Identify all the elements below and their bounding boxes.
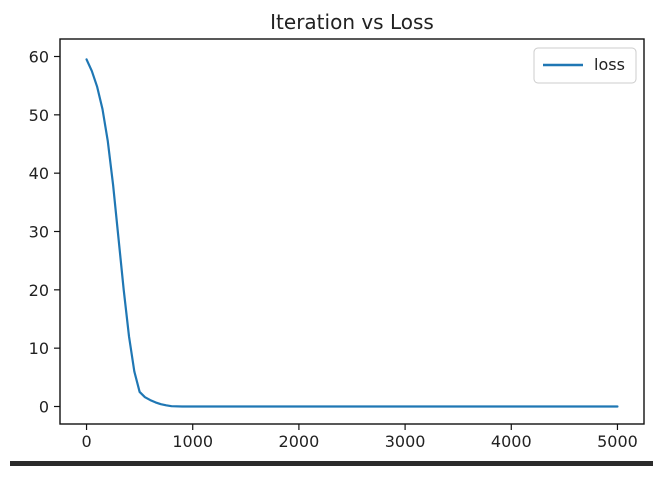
series-line-loss xyxy=(85,58,619,408)
x-tick-label: 1000 xyxy=(172,432,213,451)
y-tick-label: 60 xyxy=(29,48,49,67)
y-axis: 0 10 20 30 40 50 60 xyxy=(29,48,60,417)
y-tick-label: 50 xyxy=(29,106,49,125)
x-tick-label: 5000 xyxy=(597,432,638,451)
series-layer xyxy=(85,58,619,408)
y-tick-label: 10 xyxy=(29,339,49,358)
y-tick-label: 30 xyxy=(29,223,49,242)
x-tick-label: 3000 xyxy=(385,432,426,451)
legend-box xyxy=(533,47,637,84)
chart-title: Iteration vs Loss xyxy=(270,10,434,34)
x-axis: 0 1000 2000 3000 4000 5000 xyxy=(81,424,638,451)
y-tick-label: 20 xyxy=(29,281,49,300)
y-tick-label: 40 xyxy=(29,164,49,183)
bottom-divider-bar xyxy=(10,461,653,466)
legend: loss xyxy=(533,47,637,84)
x-tick-label: 4000 xyxy=(491,432,532,451)
legend-label-loss: loss xyxy=(594,55,625,74)
x-tick-label: 0 xyxy=(81,432,91,451)
y-tick-label: 0 xyxy=(39,398,49,417)
x-tick-label: 2000 xyxy=(279,432,320,451)
